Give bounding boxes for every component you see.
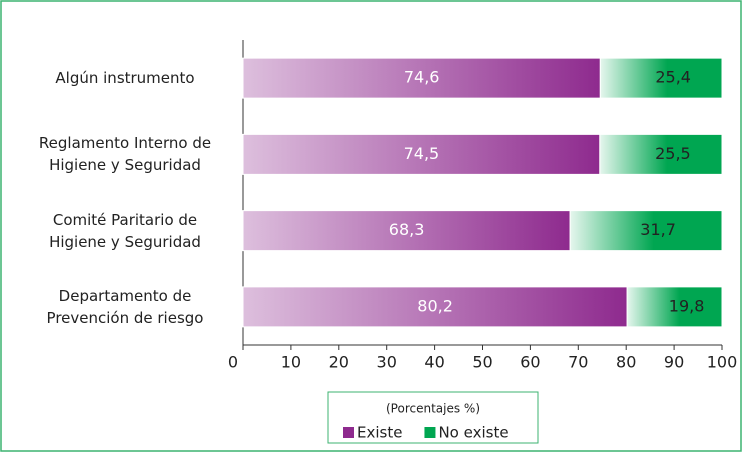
- bar-segment: [599, 133, 723, 175]
- y-tick-label: Algún instrumento: [55, 69, 195, 88]
- data-label: 25,4: [655, 68, 691, 87]
- data-label: 80,2: [417, 296, 453, 315]
- data-label: 74,5: [404, 144, 440, 163]
- x-tick-label: 30: [377, 353, 397, 372]
- x-tick-label: 100: [707, 353, 738, 372]
- data-label: 68,3: [389, 220, 425, 239]
- bar-segment: [626, 286, 723, 328]
- y-tick-label: Reglamento Interno de Higiene y Segurida…: [38, 134, 212, 175]
- y-tick-label: Comité Paritario de Higiene y Seguridad: [49, 210, 201, 251]
- data-label: 25,5: [655, 144, 691, 163]
- x-tick-label: 10: [281, 353, 301, 372]
- x-tick-label: 80: [616, 353, 636, 372]
- legend-label: Existe: [357, 424, 402, 442]
- legend-label: No existe: [438, 424, 508, 442]
- bar-segment: [569, 210, 723, 252]
- x-tick-label: 60: [520, 353, 540, 372]
- legend-swatch: [343, 427, 354, 438]
- data-label: 31,7: [640, 220, 676, 239]
- legend-swatch: [424, 427, 436, 438]
- data-label: 74,6: [404, 68, 440, 87]
- bar-segment: [599, 57, 723, 99]
- x-tick-label: 20: [329, 353, 349, 372]
- bar-segment: [242, 133, 601, 175]
- x-tick-label: 70: [568, 353, 588, 372]
- x-tick-label: 90: [664, 353, 684, 372]
- y-tick-label: Departamento de Prevención de riesgo: [46, 286, 204, 327]
- x-tick-label: 0: [228, 353, 238, 372]
- legend-title: (Porcentajes %): [386, 402, 480, 416]
- x-tick-label: 50: [472, 353, 492, 372]
- data-label: 19,8: [669, 296, 705, 315]
- x-tick-label: 40: [424, 353, 444, 372]
